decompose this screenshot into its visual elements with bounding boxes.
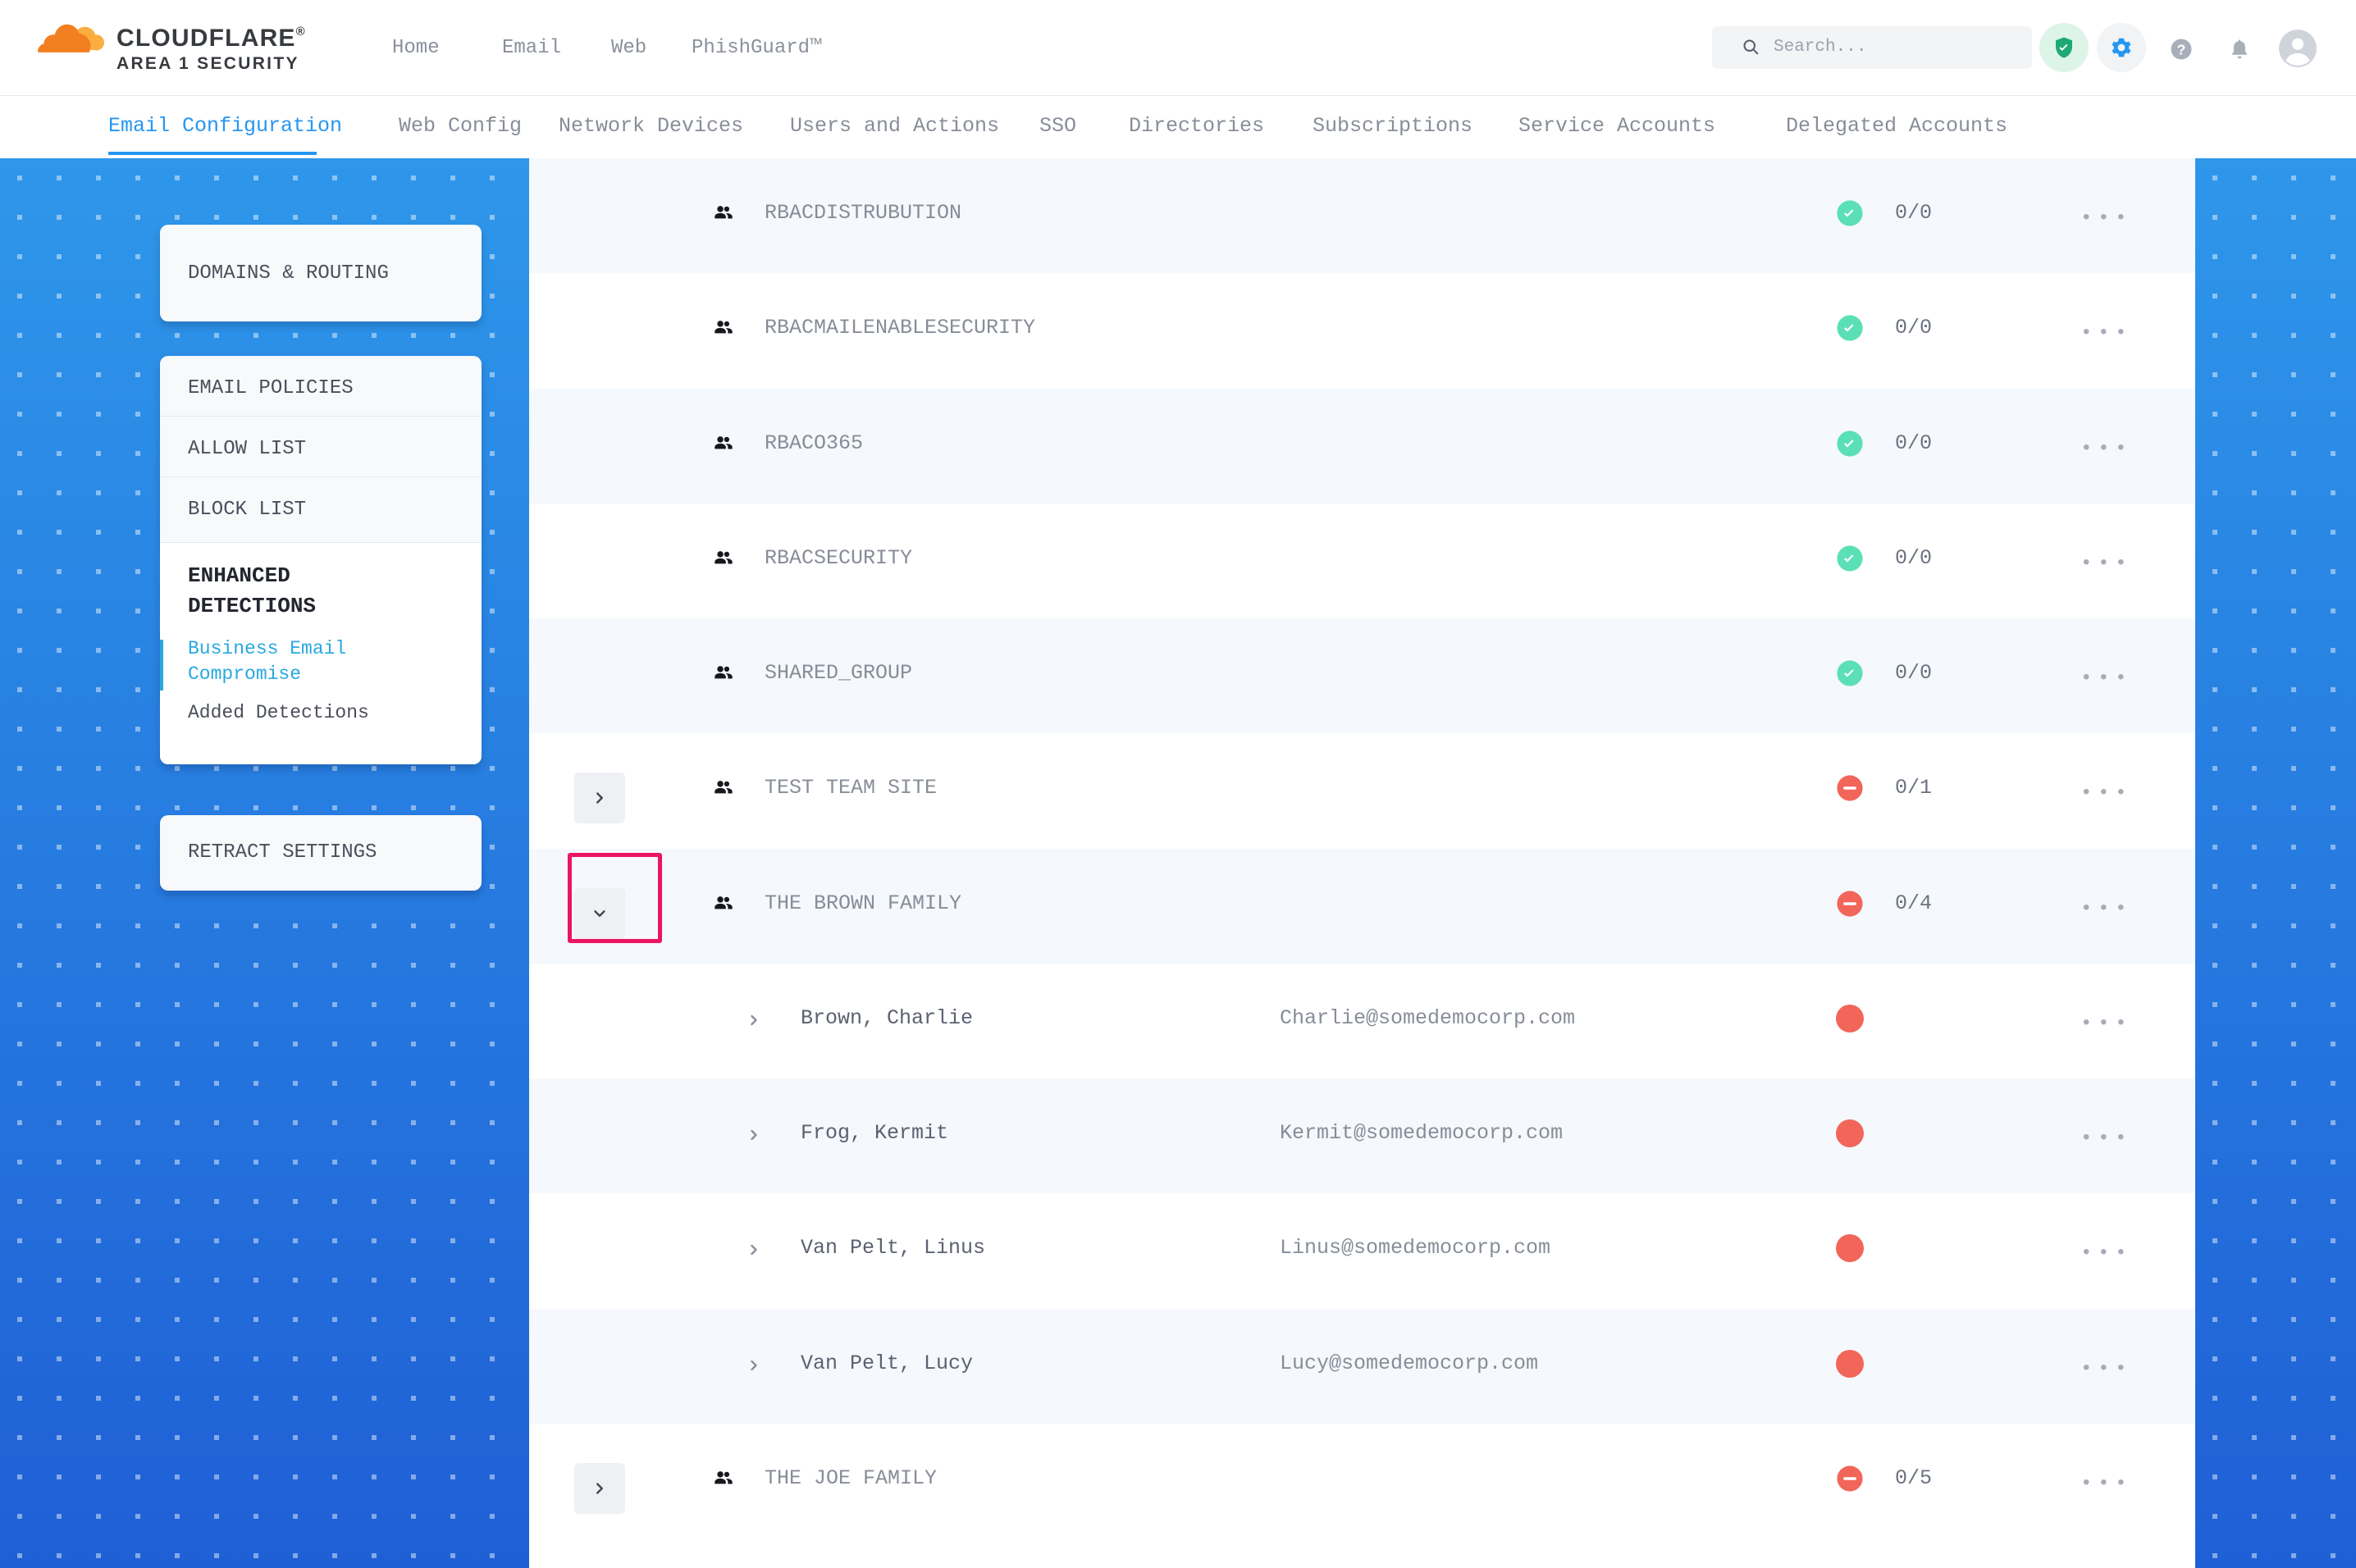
svg-text:?: ?	[2177, 41, 2186, 57]
